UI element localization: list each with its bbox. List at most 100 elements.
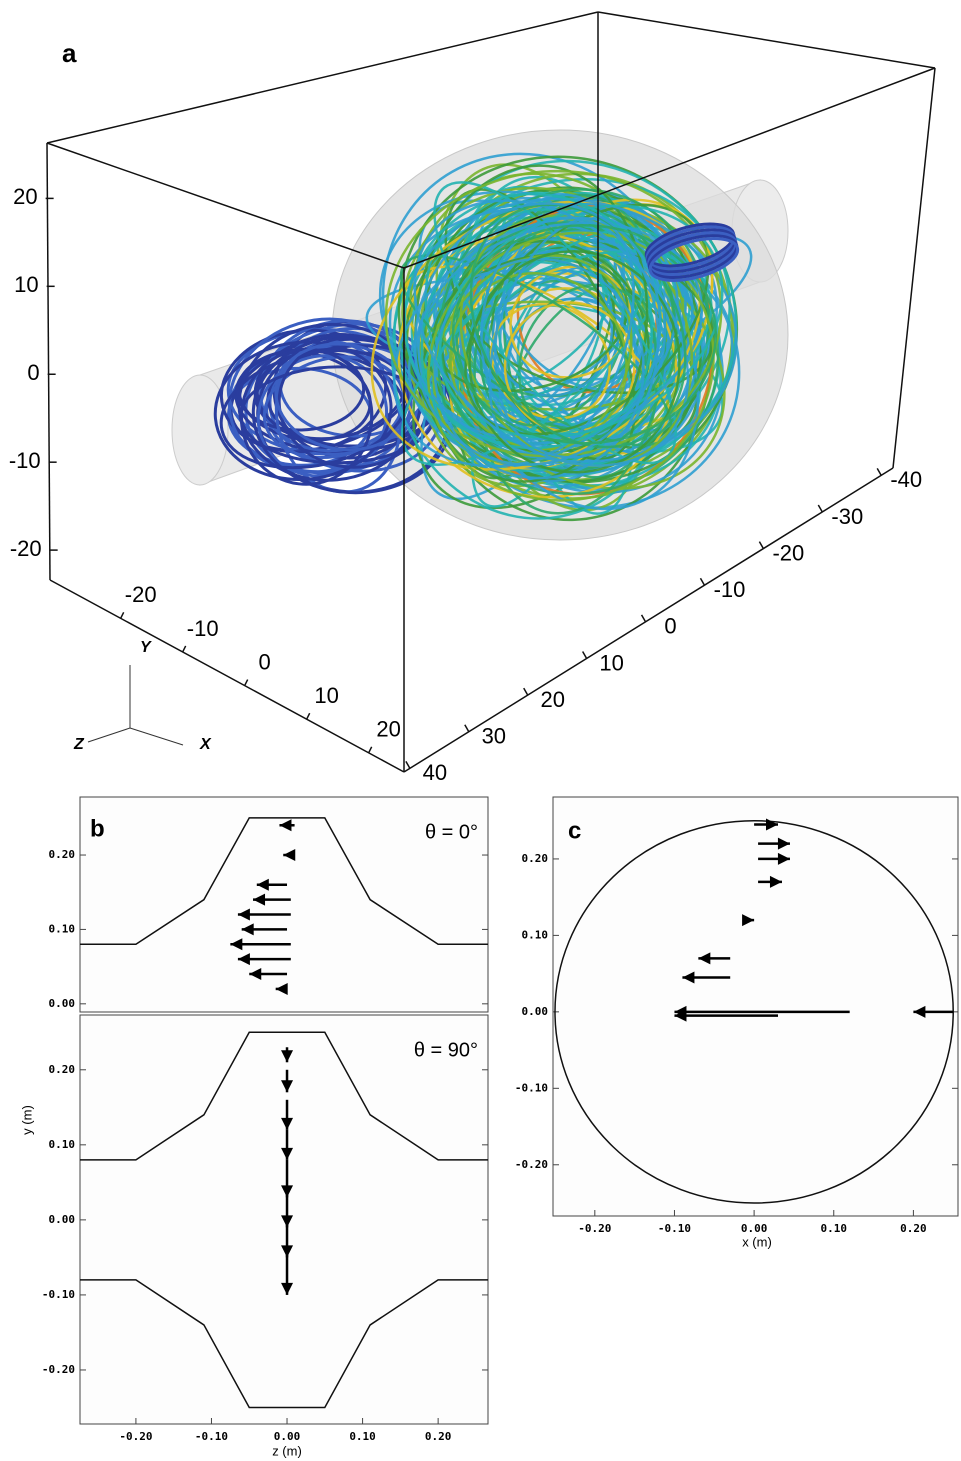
streamline [413,199,690,467]
tick-mark [581,651,588,659]
arrow-head [777,852,790,865]
arrow [682,971,731,984]
arrow [758,852,790,865]
x-tick-label: 0.10 [821,1222,848,1235]
arrow [281,1129,294,1160]
x-tick-label: -0.20 [578,1222,611,1235]
tick-mark [876,467,882,476]
arrow [241,923,288,936]
arrow [237,953,291,966]
streamline [433,257,645,480]
streamline [392,216,679,468]
arrow-head [279,819,292,832]
y-tick-label: -0.10 [42,1288,75,1301]
y-tick-label: -0.10 [515,1081,548,1094]
box-edge [892,67,936,469]
y-tick-label: 0.00 [522,1005,549,1018]
y-tick-label: 0.20 [49,848,76,861]
arrow [237,908,291,921]
tick-label: -30 [831,504,863,529]
tick-label: 30 [482,724,506,749]
annotation: θ = 90° [414,1039,478,1061]
tick-label: 20 [376,717,400,742]
arrow-head [769,875,782,888]
arrow-head [237,908,250,921]
y-tick-label: 0.00 [49,1213,76,1226]
tick-label: -40 [890,467,922,492]
tick-label: 0 [27,360,39,385]
tick-label: 10 [14,272,38,297]
arrow-head [253,893,266,906]
box-edge [46,142,51,581]
arrow [256,878,288,891]
arrow [913,1005,954,1018]
box-edge [46,11,599,144]
wall-outline [80,817,488,946]
box-edge [46,142,405,269]
arrow [758,837,790,850]
tick-label: 10 [599,650,623,675]
arrow [281,1069,294,1093]
arrow-head [766,818,778,831]
arrow [674,1009,778,1022]
arrow-head [281,1282,294,1295]
arrow-head [237,953,250,966]
arrow [281,1249,294,1295]
arrow-head [777,837,790,850]
wall-outline [80,1031,488,1161]
arrow [754,818,778,831]
arrow-head [674,1009,687,1022]
tick-mark [182,645,187,653]
streamline [451,224,718,445]
arrow [249,968,288,981]
arrow [275,982,288,995]
y-tick-label: 0.10 [522,928,549,941]
arrow-head [281,1147,294,1160]
arrow-head [281,1080,294,1093]
arrow-head [913,1005,926,1018]
x-tick-label: -0.10 [658,1222,691,1235]
panel-label: a [62,38,77,68]
arrow [698,952,731,965]
arrow-head [256,878,269,891]
tick-label: 40 [423,760,447,785]
x-tick-label: 0.10 [349,1430,376,1443]
tick-label: -10 [714,577,746,602]
axis-label: Y [140,639,152,656]
annotation: θ = 0° [425,821,478,843]
pipe-end [171,374,229,486]
streamline [648,237,740,282]
streamline [433,181,678,465]
y-tick-label: 0.20 [49,1063,76,1076]
y-tick-label: -0.20 [42,1363,75,1376]
x-tick-label: -0.20 [119,1430,152,1443]
x-tick-label: -0.10 [195,1430,228,1443]
tick-label: -10 [9,448,41,473]
tick-label: -20 [125,582,157,607]
tick-label: 0 [259,649,271,674]
box-edge [403,67,936,269]
triad [87,727,131,743]
streamline [437,227,720,496]
x-tick-label: 0.00 [741,1222,768,1235]
arrow [281,1047,294,1063]
triad [129,727,184,746]
x-tick-label: 0.20 [425,1430,452,1443]
arrow-head [249,968,262,981]
box-edge [49,579,405,773]
arrow [281,1099,294,1130]
panel-label: c [568,817,581,844]
arrow-head [281,1050,294,1063]
axis-label: X [199,736,212,753]
tick-mark [120,611,125,619]
tick-mark [758,541,765,549]
arrow-head [698,952,711,965]
y-tick-label: 0.00 [49,997,76,1010]
y-axis-title: y (m) [19,1105,34,1135]
tick-label: 20 [13,184,37,209]
streamline [413,202,662,466]
tick-label: 0 [664,614,676,639]
y-tick-label: -0.20 [515,1158,548,1171]
tick-mark [699,577,706,586]
